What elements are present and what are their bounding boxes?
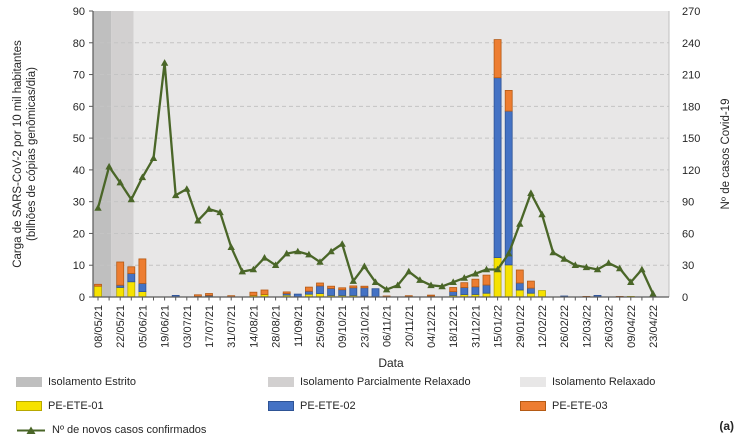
svg-text:150: 150 xyxy=(682,133,700,145)
svg-text:15/01/22: 15/01/22 xyxy=(493,305,505,348)
axes: 0 10 20 30 40 50 60 70 80 90 0 30 60 90 120 150 180 210 24… xyxy=(73,6,701,304)
legend-item-isolamento-estrito: Isolamento Estrito xyxy=(16,376,136,388)
svg-text:18/12/21: 18/12/21 xyxy=(448,305,460,348)
svg-text:30: 30 xyxy=(682,260,694,272)
legend-item-pe-ete-03: PE-ETE-03 xyxy=(520,400,608,412)
svg-text:210: 210 xyxy=(682,70,700,82)
zone-relaxado-swatch xyxy=(520,377,546,387)
legend-item-pe-ete-02: PE-ETE-02 xyxy=(268,400,356,412)
svg-text:06/11/21: 06/11/21 xyxy=(382,305,394,347)
svg-text:80: 80 xyxy=(73,38,85,50)
legend-label: Nº de novos casos confirmados xyxy=(52,424,207,436)
svg-text:Nº de casos Covid-19: Nº de casos Covid-19 xyxy=(720,99,732,210)
legend-item-isolamento-relaxado: Isolamento Relaxado xyxy=(520,376,655,388)
sars-cov2-wastewater-cases-chart: 0 10 20 30 40 50 60 70 80 90 0 30 60 90 120 150 180 210 24… xyxy=(12,6,732,370)
svg-text:09/04/22: 09/04/22 xyxy=(626,305,638,348)
legend: Isolamento Estrito Isolamento Parcialmen… xyxy=(0,372,754,440)
svg-text:30: 30 xyxy=(73,197,85,209)
legend-item-novos-casos: Nº de novos casos confirmados xyxy=(16,424,206,436)
svg-text:Carga de SARS-CoV-2 por 10 mil: Carga de SARS-CoV-2 por 10 mil habitante… xyxy=(12,40,24,268)
svg-text:31/12/21: 31/12/21 xyxy=(470,305,482,348)
svg-text:04/12/21: 04/12/21 xyxy=(426,305,438,348)
svg-text:240: 240 xyxy=(682,38,700,50)
zone-parcial-swatch xyxy=(268,377,294,387)
x-axis-title: Data xyxy=(378,356,404,370)
right-axis-title: Nº de casos Covid-19 xyxy=(720,99,732,210)
legend-row-line: Nº de novos casos confirmados xyxy=(0,424,754,438)
svg-text:09/10/21: 09/10/21 xyxy=(337,305,349,348)
svg-text:20: 20 xyxy=(73,228,85,240)
svg-text:19/06/21: 19/06/21 xyxy=(160,305,172,348)
svg-text:60: 60 xyxy=(73,101,85,113)
svg-text:Data: Data xyxy=(378,356,404,370)
svg-text:10: 10 xyxy=(73,260,85,272)
svg-text:270: 270 xyxy=(682,6,700,18)
legend-item-pe-ete-01: PE-ETE-01 xyxy=(16,400,104,412)
svg-text:40: 40 xyxy=(73,165,85,177)
svg-text:(bilhões de cópias genômicas/d: (bilhões de cópias genômicas/dia) xyxy=(26,67,38,241)
svg-text:0: 0 xyxy=(682,292,688,304)
svg-text:23/04/22: 23/04/22 xyxy=(648,305,660,348)
zone-estrito-swatch xyxy=(16,377,42,387)
pe-ete-02-swatch xyxy=(268,401,294,411)
legend-row-stations: PE-ETE-01 PE-ETE-02 PE-ETE-03 xyxy=(0,400,754,414)
svg-text:120: 120 xyxy=(682,165,700,177)
cases-line-series xyxy=(94,59,657,297)
svg-text:05/06/21: 05/06/21 xyxy=(137,305,149,348)
svg-text:12/02/22: 12/02/22 xyxy=(537,305,549,348)
svg-text:26/03/22: 26/03/22 xyxy=(604,305,616,348)
svg-text:08/05/21: 08/05/21 xyxy=(93,305,105,348)
svg-text:03/07/21: 03/07/21 xyxy=(182,305,194,348)
svg-text:50: 50 xyxy=(73,133,85,145)
svg-text:90: 90 xyxy=(73,6,85,18)
svg-text:23/10/21: 23/10/21 xyxy=(359,305,371,348)
legend-row-zones: Isolamento Estrito Isolamento Parcialmen… xyxy=(0,376,754,390)
legend-label: PE-ETE-02 xyxy=(300,400,356,412)
isolation-zones xyxy=(93,11,669,297)
svg-text:0: 0 xyxy=(79,292,85,304)
gridlines xyxy=(93,42,669,266)
pe-ete-03-swatch xyxy=(520,401,546,411)
x-axis-tick-labels: 08/05/21 22/05/21 05/06/21 19/06/21 03/07/21… xyxy=(93,305,660,348)
svg-text:29/01/22: 29/01/22 xyxy=(515,305,527,348)
panel-label: (a) xyxy=(719,419,734,433)
svg-text:20/11/21: 20/11/21 xyxy=(404,305,416,347)
svg-text:12/03/22: 12/03/22 xyxy=(581,305,593,348)
svg-text:17/07/21: 17/07/21 xyxy=(204,305,216,348)
legend-label: Isolamento Relaxado xyxy=(552,376,656,388)
svg-text:28/08/21: 28/08/21 xyxy=(271,305,283,348)
pe-ete-01-swatch xyxy=(16,401,42,411)
svg-text:60: 60 xyxy=(682,228,694,240)
legend-label: Isolamento Parcialmente Relaxado xyxy=(300,376,471,388)
chart-figure: 0 10 20 30 40 50 60 70 80 90 0 30 60 90 120 150 180 210 24… xyxy=(12,6,732,370)
svg-text:31/07/21: 31/07/21 xyxy=(226,305,238,348)
svg-text:180: 180 xyxy=(682,101,700,113)
legend-item-isolamento-parcialmente-relaxado: Isolamento Parcialmente Relaxado xyxy=(268,376,471,388)
legend-label: PE-ETE-03 xyxy=(552,400,608,412)
svg-text:14/08/21: 14/08/21 xyxy=(248,305,260,348)
svg-text:11/09/21: 11/09/21 xyxy=(293,305,305,347)
legend-label: PE-ETE-01 xyxy=(48,400,104,412)
svg-text:26/02/22: 26/02/22 xyxy=(559,305,571,348)
svg-text:90: 90 xyxy=(682,197,694,209)
svg-text:22/05/21: 22/05/21 xyxy=(115,305,127,348)
line-series-sample-icon xyxy=(17,426,45,434)
legend-label: Isolamento Estrito xyxy=(48,376,137,388)
svg-text:70: 70 xyxy=(73,70,85,82)
svg-text:25/09/21: 25/09/21 xyxy=(315,305,327,348)
left-axis-title: Carga de SARS-CoV-2 por 10 mil habitante… xyxy=(12,40,38,268)
